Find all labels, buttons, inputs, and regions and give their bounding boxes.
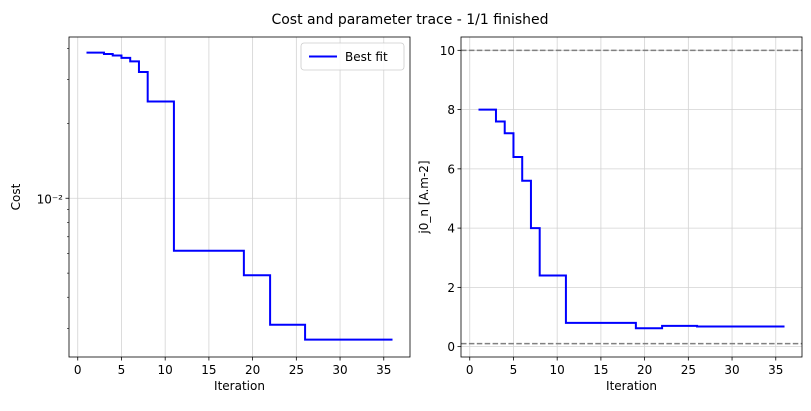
- x-tick-label: 10: [158, 363, 173, 377]
- x-tick-label: 0: [74, 363, 82, 377]
- x-axis-label: Iteration: [606, 379, 657, 393]
- y-tick-label: 4: [447, 222, 455, 236]
- y-tick-label: 10: [440, 44, 455, 58]
- parameter-axes: 0 5 10 15 20 25 30 35 0 2 4 6 8 10 Iteration j0_n [A.m-…: [417, 36, 803, 393]
- x-tick-label: 10: [550, 363, 565, 377]
- x-tick-label: 5: [118, 363, 126, 377]
- y-tick-label: 10⁻²: [37, 192, 64, 206]
- x-axis-label: Iteration: [214, 379, 265, 393]
- axes-frame: [68, 36, 411, 358]
- best-fit-line: [86, 51, 393, 341]
- x-tick-label: 20: [637, 363, 652, 377]
- x-tick-label: 30: [332, 363, 347, 377]
- x-tick-label: 0: [466, 363, 474, 377]
- best-fit-line: [478, 108, 785, 330]
- x-tick-label: 30: [724, 363, 739, 377]
- figure-title: Cost and parameter trace - 1/1 finished: [271, 12, 548, 28]
- legend-box: [300, 42, 405, 71]
- x-tick-label: 35: [768, 363, 783, 377]
- x-tick-label: 5: [510, 363, 518, 377]
- y-tick-label: 6: [447, 162, 455, 176]
- x-tick-label: 15: [201, 363, 216, 377]
- x-tick-label: 25: [681, 363, 696, 377]
- y-tick-label: 0: [447, 340, 455, 354]
- y-axis-label: j0_n [A.m-2]: [417, 160, 431, 234]
- y-axis-label: Cost: [9, 183, 23, 210]
- y-tick-label: 8: [447, 103, 455, 117]
- x-tick-label: 20: [245, 363, 260, 377]
- x-tick-label: 25: [289, 363, 304, 377]
- legend-label: Best fit: [345, 50, 388, 64]
- axes-frame: [460, 36, 803, 358]
- cost-axes: 0 5 10 15 20 25 30 35 10⁻² Iteration Cost Best fit: [9, 36, 411, 393]
- x-tick-label: 35: [376, 363, 391, 377]
- y-tick-label: 2: [447, 281, 455, 295]
- x-tick-label: 15: [593, 363, 608, 377]
